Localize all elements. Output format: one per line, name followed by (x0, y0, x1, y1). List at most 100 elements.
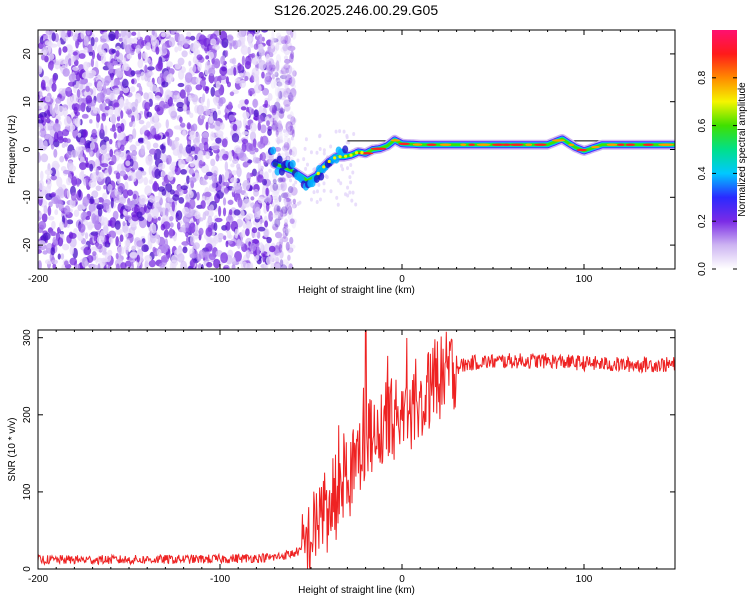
noise-blob (344, 192, 348, 197)
noise-blob (322, 188, 326, 193)
noise-blob (229, 42, 233, 50)
noise-blob (185, 144, 192, 154)
noise-blob (80, 137, 85, 146)
noise-blob (287, 45, 296, 52)
ridge-blob (274, 167, 281, 176)
noise-blob (284, 218, 289, 226)
noise-blob (279, 69, 285, 75)
noise-blob (280, 106, 284, 114)
noise-blob (189, 43, 197, 52)
noise-blob (271, 120, 279, 130)
noise-blob (204, 86, 209, 94)
noise-blob (135, 169, 143, 180)
noise-blob (287, 205, 293, 215)
noise-blob (189, 198, 196, 210)
noise-blob (172, 148, 180, 156)
noise-blob (38, 51, 45, 56)
noise-blob (229, 91, 235, 97)
ridge-core (476, 143, 491, 146)
noise-blob (63, 169, 71, 175)
noise-blob (223, 266, 229, 269)
noise-blob (298, 200, 302, 205)
bottom-xtick-label: 100 (576, 574, 593, 585)
ridge-blob (342, 145, 349, 154)
noise-blob (112, 210, 119, 221)
noise-blob (182, 103, 188, 112)
noise-blob (280, 36, 286, 44)
noise-blob (50, 175, 58, 181)
noise-blob (120, 30, 127, 38)
noise-blob (276, 35, 284, 45)
noise-blob (210, 158, 216, 167)
noise-blob (47, 125, 52, 131)
noise-blob (146, 201, 153, 210)
noise-blob (38, 179, 44, 191)
noise-blob (206, 200, 211, 206)
noise-blob (50, 231, 57, 237)
noise-blob (55, 97, 62, 104)
ridge-core (591, 145, 600, 149)
noise-blob (189, 112, 194, 119)
noise-blob (276, 137, 281, 145)
noise-blob (243, 156, 249, 162)
noise-blob (131, 78, 135, 85)
noise-blob (278, 109, 285, 119)
noise-blob (60, 253, 65, 260)
snr-series-line (38, 330, 675, 569)
noise-blob (194, 224, 199, 233)
noise-blob (279, 130, 283, 140)
noise-blob (160, 170, 166, 177)
noise-blob (218, 150, 223, 158)
noise-blob (38, 104, 42, 110)
noise-blob (215, 130, 224, 138)
noise-blob (241, 229, 246, 238)
colorbar-tick-label: 0.0 (697, 262, 708, 276)
noise-blob (176, 221, 181, 230)
noise-blob (89, 119, 93, 124)
noise-blob (271, 124, 277, 132)
spectrogram-plot (38, 30, 675, 269)
noise-blob (275, 256, 280, 264)
ridge-core (390, 139, 401, 142)
noise-blob (68, 73, 77, 83)
noise-blob (201, 131, 209, 139)
noise-blob (289, 218, 295, 224)
noise-blob (234, 228, 239, 239)
noise-blob (272, 178, 277, 185)
ridge-core (426, 143, 437, 146)
noise-blob (90, 231, 99, 236)
noise-blob (86, 255, 94, 263)
noise-blob (220, 252, 228, 264)
noise-blob (285, 74, 293, 85)
noise-blob (289, 76, 296, 87)
noise-blob (264, 220, 269, 228)
ridge-core (492, 143, 505, 146)
noise-blob (351, 190, 355, 195)
noise-blob (244, 99, 249, 105)
noise-blob (173, 90, 179, 96)
noise-blob (278, 87, 287, 97)
top-xtick-label: -100 (210, 274, 230, 285)
noise-blob (97, 207, 103, 217)
noise-blob (277, 177, 283, 183)
noise-blob (212, 145, 220, 150)
noise-blob (352, 131, 356, 136)
snr-plot (38, 330, 675, 569)
noise-blob (194, 154, 198, 161)
noise-blob (283, 223, 289, 229)
noise-blob (249, 242, 257, 252)
noise-blob (51, 82, 57, 92)
noise-blob (109, 138, 113, 145)
noise-blob (233, 209, 241, 216)
noise-blob (291, 117, 298, 123)
noise-blob (183, 42, 189, 48)
noise-blob (125, 160, 131, 167)
noise-blob (286, 244, 293, 254)
noise-blob (341, 167, 345, 172)
noise-blob (148, 259, 156, 268)
noise-blob (53, 148, 58, 158)
noise-blob (90, 36, 95, 47)
colorbar-tick-label: 0.8 (697, 70, 708, 84)
noise-blob (119, 170, 127, 177)
noise-blob (83, 35, 88, 47)
